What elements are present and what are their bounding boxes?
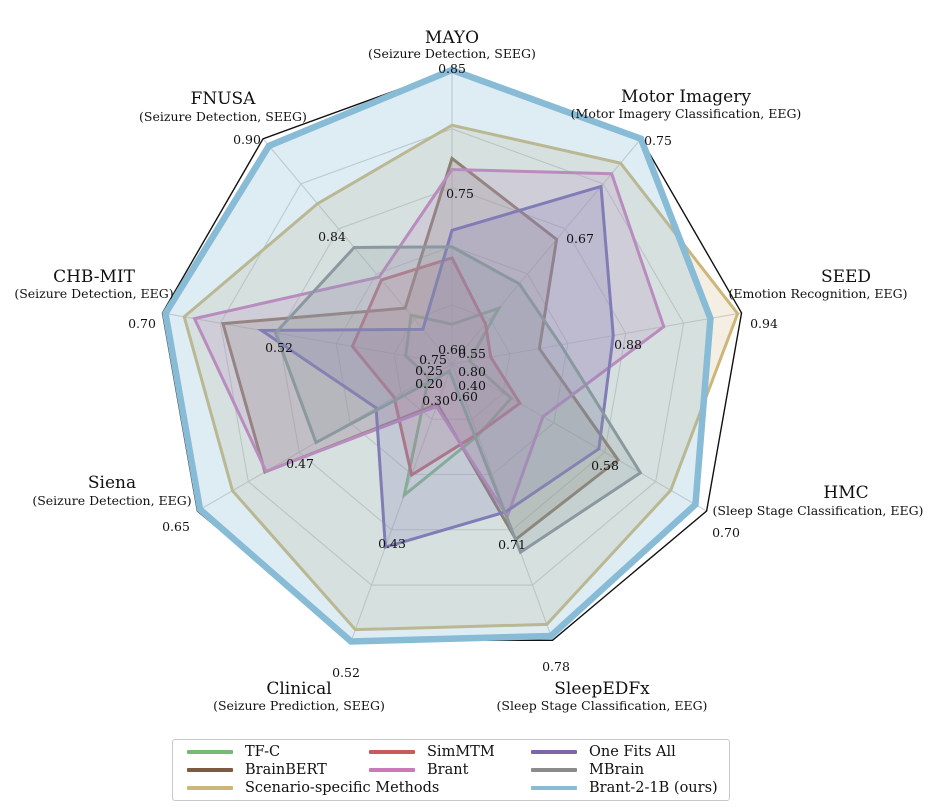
axis-name: FNUSA — [191, 89, 257, 109]
axis-inner-tick: 0.75 — [446, 186, 474, 201]
axis-subtitle: (Sleep Stage Classification, EEG) — [713, 503, 924, 518]
series-tf-c — [401, 305, 514, 499]
legend-label: Scenario-specific Methods — [245, 780, 440, 796]
legend-swatch — [187, 750, 233, 754]
axis-subtitle: (Seizure Detection, SEEG) — [139, 109, 307, 124]
legend-swatch — [531, 750, 577, 754]
grid-spoke — [451, 363, 707, 512]
axis-min-label: 0.25 — [415, 363, 443, 378]
axis-max-label: 0.90 — [233, 132, 261, 147]
axis-label-seed: SEED(Emotion Recognition, EEG) 0.94 0.88 0.… — [458, 267, 907, 379]
axis-label-sleepedfx: SleepEDFx(Sleep Stage Classification, EE… — [450, 389, 707, 713]
axis-max-label: 0.78 — [542, 659, 570, 674]
grid-spoke — [451, 138, 642, 365]
legend-swatch — [531, 768, 577, 772]
axis-min-label: 0.30 — [422, 393, 450, 408]
axis-label-motor-imagery: Motor Imagery(Motor Imagery Classificati… — [458, 87, 801, 361]
axis-inner-tick: 0.71 — [498, 537, 526, 552]
legend-item-simmtm: SimMTM — [369, 743, 495, 761]
legend-swatch — [531, 786, 577, 790]
legend-item-scenario-specific: Scenario-specific Methods — [187, 779, 439, 797]
axis-inner-tick: 0.88 — [614, 337, 642, 352]
legend-label: TF-C — [245, 744, 281, 760]
grid-spoke — [451, 312, 742, 365]
axis-inner-tick: 0.52 — [265, 340, 293, 355]
axis-max-label: 0.94 — [750, 316, 778, 331]
axis-name: MAYO — [425, 28, 479, 48]
axis-inner-tick: 0.84 — [318, 229, 346, 244]
axis-name: CHB-MIT — [53, 267, 136, 287]
axis-name: Motor Imagery — [621, 87, 751, 107]
legend-label: BrainBERT — [245, 762, 327, 778]
legend-item-tf-c: TF-C — [187, 743, 280, 761]
axis-name: HMC — [823, 483, 868, 503]
legend-swatch — [187, 786, 233, 790]
series-one-fits-all — [256, 184, 615, 549]
axis-max-label: 0.75 — [644, 133, 672, 148]
radar-labels: MAYO(Seizure Detection, SEEG)0.850.750.6… — [14, 28, 923, 713]
legend-label: Brant — [427, 762, 469, 778]
legend-swatch — [187, 768, 233, 772]
axis-subtitle: (Seizure Detection, EEG) — [32, 493, 191, 508]
axis-inner-tick: 0.58 — [591, 458, 619, 473]
axis-name: SleepEDFx — [554, 679, 650, 699]
axis-min-label: 0.80 — [458, 364, 486, 379]
grid-spoke — [262, 138, 453, 365]
axis-label-clinical: Clinical(Seizure Prediction, SEEG) 0.52 0.… — [213, 393, 450, 713]
axis-subtitle: (Seizure Detection, EEG) — [14, 286, 173, 301]
legend-item-brant: Brant — [369, 761, 468, 779]
legend-swatch — [369, 768, 415, 772]
legend-item-brant-2-1b: Brant-2-1B (ours) — [531, 779, 718, 797]
series-brainbert — [221, 155, 621, 542]
radar-chart: MAYO(Seizure Detection, SEEG)0.850.750.6… — [14, 28, 923, 713]
legend-item-brainbert: BrainBERT — [187, 761, 327, 779]
axis-name: SEED — [821, 267, 871, 287]
series-simmtm — [350, 256, 522, 478]
series-brant-2-1b-ours — [162, 66, 714, 645]
axis-inner-tick: 0.43 — [378, 536, 406, 551]
grid-ring — [277, 187, 627, 531]
axis-max-label: 0.65 — [162, 519, 190, 534]
axis-label-hmc: HMC(Sleep Stage Classification, EEG) 0.70… — [458, 378, 923, 540]
axis-inner-tick: 0.47 — [286, 456, 314, 471]
axis-min-label: 0.55 — [458, 346, 486, 361]
series-mbrain — [273, 245, 643, 555]
grid-ring — [335, 245, 569, 476]
grid-spoke — [350, 363, 453, 641]
axis-min-label: 0.60 — [438, 342, 466, 357]
axis-inner-tick: 0.67 — [566, 231, 594, 246]
legend-item-one-fits-all: One Fits All — [531, 743, 676, 761]
axis-max-label: 0.85 — [438, 61, 466, 76]
legend-label: SimMTM — [427, 744, 495, 760]
radar-series — [162, 66, 740, 645]
legend: TF-C BrainBERT Scenario-specific Methods… — [172, 739, 730, 801]
axis-name: Clinical — [266, 679, 331, 699]
axis-subtitle: (Emotion Recognition, EEG) — [729, 286, 908, 301]
axis-min-label: 0.20 — [415, 376, 443, 391]
legend-label: One Fits All — [589, 744, 676, 760]
grid-ring — [393, 304, 511, 420]
axis-max-label: 0.52 — [332, 665, 360, 680]
axis-label-chb-mit: CHB-MIT(Seizure Detection, EEG) 0.70 0.52 0… — [14, 267, 443, 378]
legend-swatch — [369, 750, 415, 754]
axis-name: Siena — [88, 473, 136, 493]
axis-min-label: 0.75 — [419, 352, 447, 367]
axis-max-label: 0.70 — [712, 525, 740, 540]
legend-label: MBrain — [589, 762, 645, 778]
legend-item-mbrain: MBrain — [531, 761, 644, 779]
axis-max-label: 0.70 — [128, 316, 156, 331]
axis-subtitle: (Motor Imagery Classification, EEG) — [571, 106, 802, 121]
axis-subtitle: (Seizure Prediction, SEEG) — [213, 698, 385, 713]
axis-min-label: 0.60 — [450, 389, 478, 404]
axis-label-mayo: MAYO(Seizure Detection, SEEG)0.85 0.75 0.6… — [368, 28, 536, 357]
axis-min-label: 0.40 — [458, 378, 486, 393]
axis-subtitle: (Sleep Stage Classification, EEG) — [497, 698, 708, 713]
axis-label-fnusa: FNUSA(Seizure Detection, SEEG) 0.90 0.84 0.… — [139, 89, 447, 367]
axis-subtitle: (Seizure Detection, SEEG) — [368, 46, 536, 61]
legend-label: Brant-2-1B (ours) — [589, 780, 718, 796]
grid-spoke — [162, 312, 453, 365]
axis-label-siena: Siena(Seizure Detection, EEG) 0.65 0.47 0.2… — [32, 376, 443, 534]
